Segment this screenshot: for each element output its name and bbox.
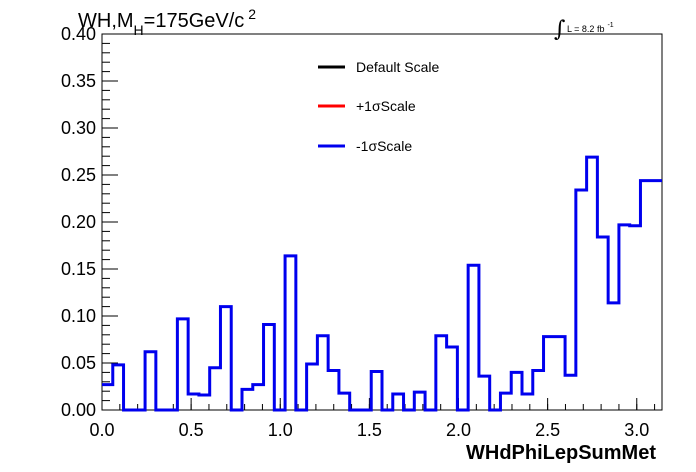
y-tick-label: 0.00: [61, 400, 96, 420]
lumi-integral-icon: ∫: [554, 17, 566, 42]
x-tick-label: 2.5: [535, 420, 560, 440]
series-line-2: [102, 155, 662, 412]
x-tick-label: 1.0: [268, 420, 293, 440]
y-tick-label: 0.30: [61, 118, 96, 138]
x-tick-label: 0.0: [89, 420, 114, 440]
legend-label-default: Default Scale: [356, 59, 439, 75]
plot-frame: [101, 33, 663, 411]
y-tick-label: 0.05: [61, 353, 96, 373]
y-tick-label: 0.40: [61, 24, 96, 44]
legend: Default Scale +1σScale -1σScale: [318, 59, 439, 154]
x-tick-label: 3.0: [624, 420, 649, 440]
title-prefix: WH,M: [78, 10, 134, 32]
y-tick-label: 0.25: [61, 165, 96, 185]
title-superscript: 2: [248, 6, 256, 22]
lumi-text: L = 8.2 fb: [567, 24, 604, 34]
title-subscript: H: [134, 22, 144, 38]
lumi-superscript: -1: [607, 22, 613, 29]
axes: 0.00 0.05 0.10 0.15 0.20 0.25 0.30 0.35 0.40 0.0 0…: [61, 24, 656, 440]
legend-label-minus: -1σScale: [356, 138, 412, 154]
lumi-label: L = 8.2 fb -1: [567, 22, 614, 34]
y-tick-label: 0.20: [61, 212, 96, 232]
y-tick-label: 0.10: [61, 306, 96, 326]
y-tick-label: 0.15: [61, 259, 96, 279]
legend-label-plus: +1σScale: [356, 98, 416, 114]
x-axis-title: WHdPhiLepSumMet: [466, 442, 656, 464]
x-tick-label: 2.0: [446, 420, 471, 440]
title-mid: =175GeV/c: [144, 10, 245, 32]
x-tick-label: 1.5: [357, 420, 382, 440]
x-tick-label: 0.5: [179, 420, 204, 440]
series-group: [102, 155, 662, 412]
y-tick-label: 0.35: [61, 71, 96, 91]
plot-title: WH,MH=175GeV/c 2: [78, 6, 256, 38]
